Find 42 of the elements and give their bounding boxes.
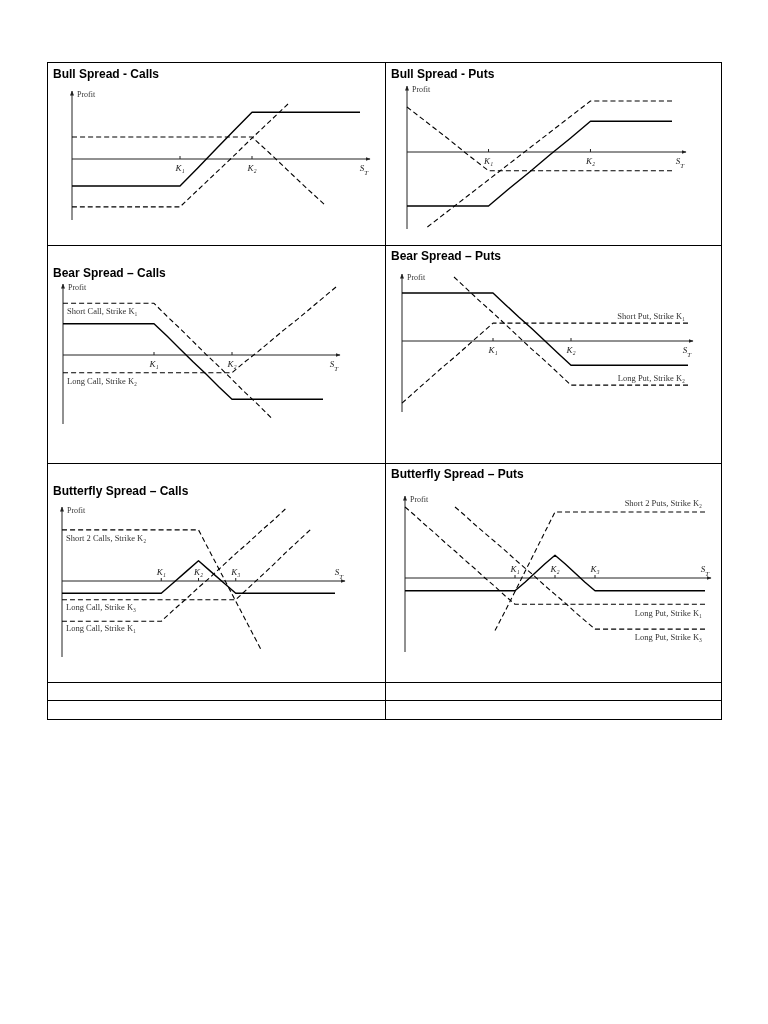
x-axis-title: S$_{T}$: [700, 564, 711, 577]
chart-title: Butterfly Spread – Calls: [53, 484, 189, 498]
x-tick-label: K₃: [589, 564, 600, 574]
x-tick-label: K₂: [192, 567, 204, 577]
x-axis-title: S$_{T}$: [682, 345, 693, 358]
series-label: Long Call, Strike K₃: [66, 601, 137, 612]
series-label: Long Call, Strike K₁: [66, 623, 137, 634]
series-label: Short Put, Strike K₁: [617, 311, 686, 322]
x-axis-title: S$_{T}$: [359, 163, 370, 176]
x-tick-label: K₂: [226, 359, 237, 369]
x-axis-title: S$_{T}$: [334, 567, 345, 580]
x-tick-label: K₃: [230, 567, 241, 577]
series-label: Short 2 Puts, Strike K₂: [624, 497, 703, 508]
x-tick-label: K₂: [549, 564, 560, 574]
series-label: Long Call, Strike K₂: [67, 375, 138, 386]
x-axis-title: S$_{T}$: [329, 359, 340, 372]
y-axis-title: Profit: [412, 85, 431, 94]
x-tick-label: K₁: [487, 345, 498, 355]
y-axis-title: Profit: [407, 273, 426, 282]
series-label: Long Put, Strike K₁: [634, 608, 703, 619]
series-label: Long Put, Strike K₃: [634, 632, 703, 643]
y-axis-title: Profit: [77, 90, 96, 99]
x-tick-label: K₁: [148, 359, 159, 369]
x-tick-label: K₁: [509, 564, 520, 574]
chart-title: Bull Spread - Calls: [53, 67, 160, 81]
x-tick-label: K₂: [565, 345, 576, 355]
y-axis-title: Profit: [410, 495, 429, 504]
series-label: Short Call, Strike K₁: [67, 306, 138, 317]
chart-title: Butterfly Spread – Puts: [391, 467, 524, 481]
x-tick-label: K₁: [174, 163, 185, 173]
chart-title: Bear Spread – Calls: [53, 266, 166, 280]
y-axis-title: Profit: [68, 283, 87, 292]
series-label: Long Put, Strike K₂: [617, 373, 686, 384]
x-tick-label: K₂: [246, 163, 257, 173]
x-tick-label: K₁: [482, 156, 494, 166]
x-axis-title: S$_{T}$: [675, 156, 686, 169]
series-label: Short 2 Calls, Strike K₂: [66, 532, 147, 543]
y-axis-title: Profit: [67, 506, 86, 515]
chart-title: Bear Spread – Puts: [391, 249, 502, 263]
x-tick-label: K₁: [155, 567, 166, 577]
chart-title: Bull Spread - Puts: [391, 67, 495, 81]
x-tick-label: K₂: [584, 156, 596, 166]
